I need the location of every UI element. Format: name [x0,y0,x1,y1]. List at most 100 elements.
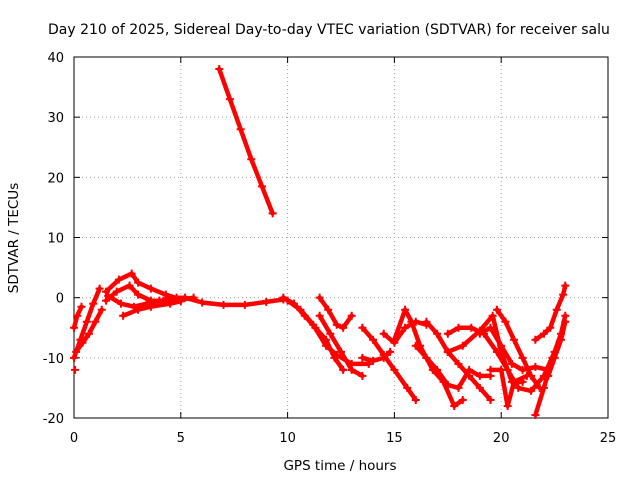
data-point [296,305,305,314]
data-point [531,362,540,371]
data-point [486,365,495,374]
data-point [492,305,501,314]
data-point [433,365,442,374]
data-point [337,347,345,356]
data-point [539,329,548,338]
data-point [486,395,495,404]
series-track-midday-d [315,293,356,332]
series-track-morning-c [104,291,181,311]
data-point [339,323,348,332]
x-tick-label: 25 [600,431,617,446]
data-point [527,371,536,380]
data-point [561,317,570,326]
data-point [315,311,324,320]
data-point [102,296,111,305]
data-point [443,347,452,356]
data-point [407,317,416,326]
series-track-high-arc [215,65,277,218]
data-point [176,297,185,306]
series-band [216,66,275,216]
series-track-final-b [531,281,570,344]
data-point [161,290,170,299]
data-point [240,300,249,309]
data-point [557,335,566,344]
data-point [166,299,175,308]
x-tick-label: 20 [493,431,510,446]
data-point [369,335,378,344]
data-point [315,293,324,302]
data-point [339,365,348,374]
series-track-afternoon-d [411,341,495,392]
series-band [494,307,542,391]
x-axis-label: GPS time / hours [283,458,396,474]
data-point [507,359,516,368]
data-point [219,300,228,309]
series-track-late-c [475,323,553,374]
data-point [102,287,111,296]
data-point [514,383,523,392]
data-point [386,347,395,356]
data-point [422,353,431,362]
data-point [510,377,519,386]
data-point [72,347,81,356]
data-point [550,353,559,362]
data-point [475,383,484,392]
y-tick-label: 40 [47,51,64,66]
x-tick-label: 15 [386,431,403,446]
data-point [358,323,367,332]
data-point [247,155,256,164]
data-point [73,311,82,320]
data-point [527,386,536,395]
data-point [465,371,474,380]
y-tick-label: 30 [47,111,64,126]
data-point [401,305,410,314]
data-point [322,341,331,350]
data-point [390,335,399,344]
data-point [112,287,121,296]
data-point [84,329,93,338]
data-point [552,305,561,314]
data-point [77,302,86,311]
data-point [559,290,568,299]
data-point [561,281,570,290]
data-point [358,353,367,362]
data-point [518,365,527,374]
data-point [225,95,234,104]
data-point [486,323,495,332]
series-track-early-steep [70,302,86,332]
data-point [332,320,341,329]
data-point [454,383,463,392]
data-point [97,305,106,314]
data-point [215,65,224,74]
data-point [119,311,128,320]
y-tick-label: 20 [47,171,64,186]
y-tick-label: 10 [47,232,64,247]
data-point [458,395,467,404]
y-axis: -20 -10 0 10 20 30 40 [43,51,608,427]
data-point [454,323,463,332]
data-point [379,329,388,338]
series-track-late-e [492,305,544,392]
series-track-afternoon-a [358,323,420,404]
x-axis: 0 5 10 15 20 25 [70,57,616,446]
y-tick-label: 0 [56,292,64,307]
data-point [114,275,123,284]
data-point [422,317,431,326]
data-point [433,329,442,338]
data-point [443,380,452,389]
series-track-morning-d [119,297,185,320]
x-tick-label: 5 [177,431,185,446]
data-point [134,290,143,299]
data-point [125,281,134,290]
data-point [134,305,143,314]
data-point [257,182,266,191]
data-point [104,291,113,300]
data-point [497,365,506,374]
series-band [103,283,286,308]
data-point [501,317,510,326]
data-point [390,365,399,374]
data-point [332,350,341,359]
data-point [510,335,519,344]
data-point [403,383,412,392]
series-band [545,319,568,379]
